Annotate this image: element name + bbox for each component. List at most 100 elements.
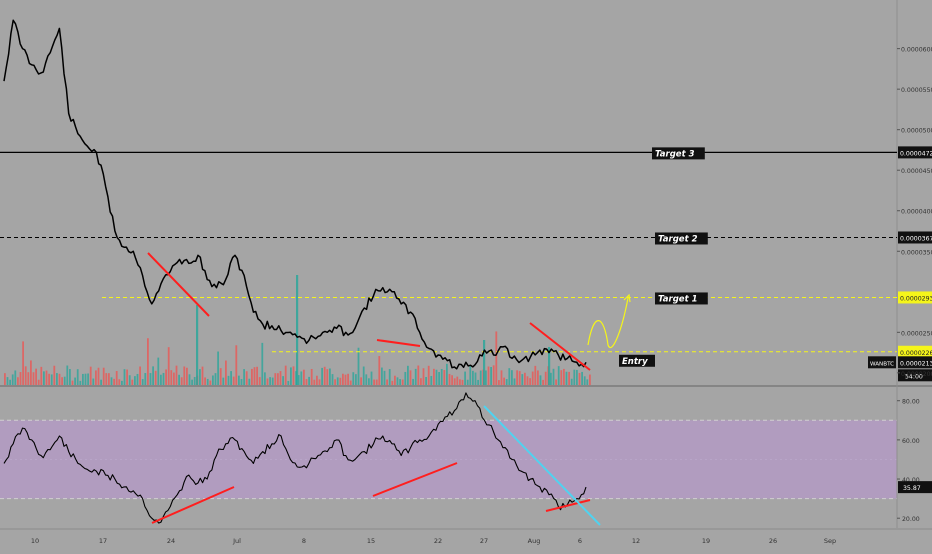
volume-bar: [248, 378, 251, 385]
volume-bar: [82, 373, 84, 385]
volume-spike-bar: [296, 275, 299, 385]
time-tick-label: 10: [31, 537, 39, 545]
last-price-label: 0.0000213: [900, 360, 932, 367]
level-label-box: [655, 232, 708, 245]
rsi-value-label: 35.87: [903, 485, 921, 492]
time-tick-label: 12: [632, 537, 640, 545]
volume-bar: [492, 365, 495, 385]
time-tick-label: Aug: [528, 537, 541, 545]
volume-bar: [118, 379, 121, 385]
volume-bar: [92, 378, 95, 385]
volume-bar: [539, 375, 542, 385]
volume-bar: [4, 373, 6, 385]
rsi-line: [3, 392, 587, 524]
volume-bar: [498, 380, 500, 385]
volume-bar: [206, 378, 209, 385]
rsi-divergence-line: [545, 499, 591, 512]
volume-bar: [373, 379, 375, 385]
volume-bar: [180, 377, 183, 385]
volume-bar: [396, 377, 399, 385]
volume-bar: [560, 370, 563, 385]
volume-bar: [537, 370, 539, 385]
volume-bar: [149, 373, 152, 385]
volume-bar: [227, 375, 230, 385]
volume-bar: [11, 374, 14, 385]
volume-bar: [131, 379, 134, 385]
volume-bar: [453, 378, 456, 385]
volume-bar: [66, 365, 69, 385]
time-tick-label: 15: [367, 537, 375, 545]
volume-bar: [209, 380, 212, 385]
volume-bar: [173, 372, 175, 385]
volume-bar: [97, 367, 100, 385]
volume-layer: [4, 275, 591, 385]
volume-bar: [141, 379, 144, 385]
volume-bar: [550, 372, 552, 385]
volume-bar: [199, 369, 201, 385]
volume-bar: [378, 356, 381, 385]
symbol-label: WANBTC: [870, 361, 894, 367]
volume-bar: [370, 371, 373, 385]
volume-bar: [505, 379, 508, 385]
volume-bar: [219, 368, 222, 385]
volume-bar: [331, 374, 334, 385]
volume-bar: [50, 374, 53, 385]
volume-bar: [17, 377, 19, 385]
volume-bar: [438, 372, 440, 385]
volume-bar: [264, 372, 266, 385]
rsi-divergence-line: [151, 486, 235, 524]
volume-bar: [412, 378, 414, 385]
volume-bar: [123, 369, 126, 385]
volume-bar: [344, 374, 347, 385]
time-tick-label: 27: [480, 537, 488, 545]
volume-bar: [126, 369, 128, 385]
level-label: Target 2: [658, 234, 698, 244]
volume-bar: [87, 373, 89, 385]
volume-bar: [212, 375, 214, 385]
volume-bar: [162, 372, 165, 385]
volume-bar: [61, 377, 63, 385]
volume-bar: [266, 378, 269, 385]
volume-bar: [399, 379, 401, 385]
volume-bar: [14, 370, 17, 385]
volume-bar: [300, 371, 303, 385]
volume-spike-bar: [548, 347, 551, 385]
volume-bar: [40, 366, 43, 385]
volume-bar: [576, 369, 578, 385]
volume-bar: [310, 368, 313, 385]
volume-bar: [58, 373, 61, 385]
volume-bar: [230, 371, 232, 385]
volume-bar: [362, 366, 365, 385]
volume-bar: [279, 371, 282, 385]
volume-bar: [446, 363, 448, 385]
volume-bar: [407, 365, 409, 385]
volume-bar: [277, 373, 279, 385]
volume-bar: [175, 365, 178, 385]
volume-bar: [448, 373, 451, 385]
volume-bar: [433, 368, 435, 385]
volume-bar: [477, 379, 479, 385]
level-label-box: [619, 354, 655, 367]
price-tick-label: 0.0000250: [901, 330, 932, 337]
volume-bar: [284, 365, 287, 385]
volume-bar: [422, 368, 425, 385]
volume-bar: [251, 368, 253, 385]
volume-bar: [79, 380, 82, 385]
volume-bar: [240, 379, 243, 385]
level-label: Target 3: [655, 149, 695, 159]
level-price-label: 0.0000367: [900, 235, 932, 242]
volume-bar: [500, 370, 503, 385]
volume-bar: [214, 373, 217, 385]
volume-bar: [451, 375, 453, 385]
volume-bar: [170, 370, 173, 385]
level-price-badge: [898, 146, 932, 159]
time-tick-label: Sep: [824, 537, 836, 545]
volume-bar: [360, 377, 362, 385]
volume-bar: [430, 375, 433, 385]
volume-bar: [102, 367, 105, 385]
volume-bar: [297, 375, 300, 385]
volume-bar: [474, 372, 477, 385]
level-label: Target 1: [658, 294, 698, 304]
